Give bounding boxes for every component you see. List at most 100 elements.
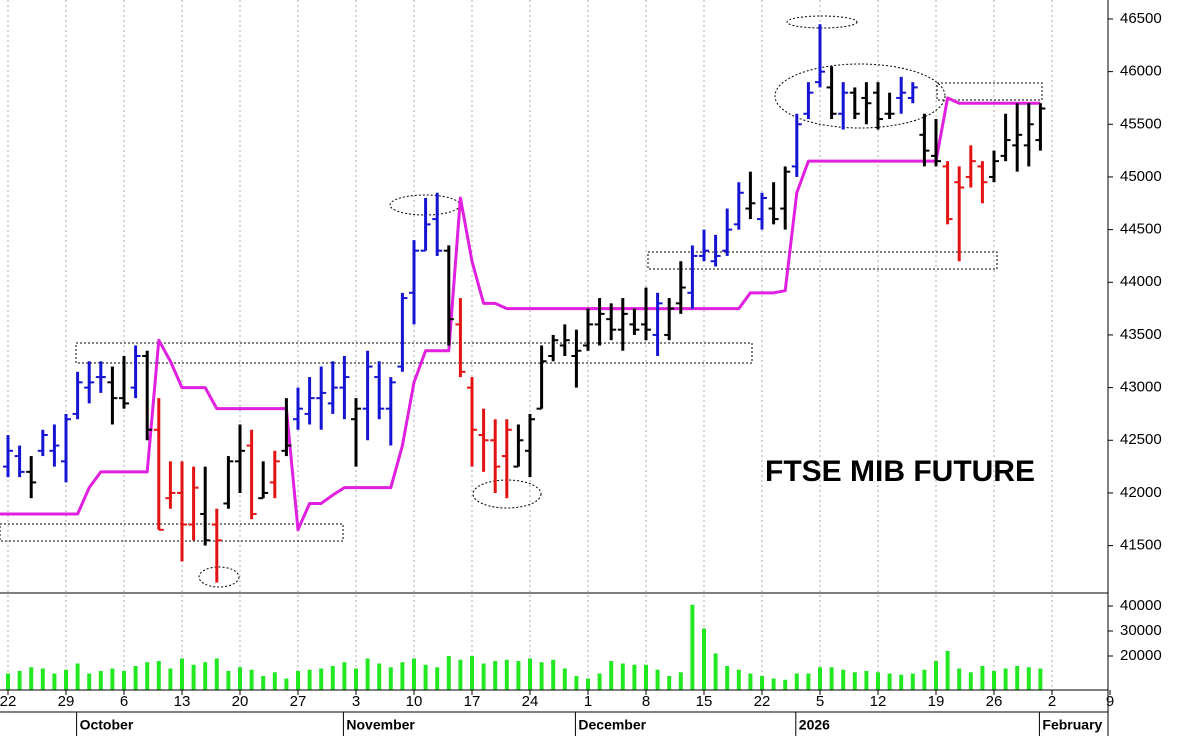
ohlc-bar [246, 429, 257, 520]
volume-bar [667, 676, 672, 690]
volume-bar [365, 658, 370, 690]
volume-bar [725, 666, 730, 690]
ohlc-bar [281, 398, 292, 457]
y-tick-label: 42500 [1120, 431, 1162, 448]
volume-bar [168, 668, 173, 690]
volume-bar [296, 671, 300, 690]
y-tick-label: 41500 [1120, 537, 1162, 554]
ohlc-bar [455, 298, 466, 378]
volume-bar [330, 666, 335, 690]
y-tick-label: 40000 [1120, 597, 1162, 614]
volume-bar [446, 656, 451, 690]
volume-bar [319, 668, 324, 690]
ohlc-bar [780, 166, 791, 230]
ohlc-bar [165, 461, 176, 509]
ohlc-bar [177, 461, 187, 562]
ohlc-bar [884, 92, 895, 120]
volume-bar [945, 651, 950, 690]
volume-bar [64, 669, 68, 690]
y-tick-label: 45000 [1120, 168, 1162, 185]
ohlc-bar [37, 429, 48, 457]
ohlc-bar [235, 424, 245, 493]
ohlc-bar [409, 240, 419, 325]
month-label: October [80, 717, 134, 733]
ohlc-bar [501, 419, 512, 499]
ohlc-bar [385, 377, 396, 446]
ohlc-bar [200, 466, 211, 546]
ohlc-bar [919, 113, 930, 167]
ohlc-bar [791, 113, 802, 177]
ohlc-bar [989, 150, 999, 183]
ohlc-bar [1023, 103, 1034, 167]
volume-bar [6, 673, 10, 690]
x-tick-label: 15 [696, 693, 713, 710]
volume-bar [690, 604, 695, 690]
ohlc-bar [861, 82, 872, 125]
volume-bar [748, 673, 753, 690]
volume-bar [29, 667, 34, 690]
ohlc-bar [606, 303, 617, 341]
volume-bar [829, 667, 834, 690]
ohlc-bar [710, 234, 721, 267]
y-tick-label: 20000 [1120, 647, 1162, 664]
ohlc-bar [664, 298, 675, 341]
volume-bar [354, 668, 358, 690]
ohlc-bar [84, 361, 95, 404]
volume-bar [539, 662, 544, 690]
volume-bar [841, 669, 846, 690]
x-tick-label: 6 [120, 693, 128, 710]
volume-bar [75, 663, 80, 690]
volume-bar [156, 661, 161, 690]
volume-bar [87, 673, 92, 690]
volume-bar [272, 672, 277, 690]
ohlc-bar [617, 298, 628, 351]
volume-bar [1026, 667, 1031, 690]
volume-bar [957, 668, 962, 690]
ohlc-bar [269, 450, 280, 499]
ohlc-bar [629, 308, 640, 335]
month-label: November [346, 717, 415, 733]
volume-bar [586, 678, 590, 690]
volume-bar [214, 658, 219, 690]
ohlc-bar [583, 308, 593, 351]
volume-bar [388, 667, 393, 690]
y-tick-label: 46500 [1120, 10, 1162, 27]
volume-bar [191, 664, 196, 690]
volume-bar [493, 661, 498, 690]
trend-line [0, 96, 1041, 532]
y-tick-label: 44500 [1120, 221, 1162, 238]
ohlc-bar [432, 192, 443, 256]
ohlc-bar [815, 24, 825, 88]
volume-bar [574, 676, 579, 690]
ohlc-bar [931, 119, 941, 167]
ohlc-bar [490, 419, 501, 493]
volume-bar [818, 667, 822, 690]
volume-bar [992, 671, 996, 690]
x-tick-label: 9 [1106, 693, 1114, 710]
x-tick-label: 3 [352, 693, 360, 710]
volume-bar [435, 667, 440, 690]
ohlc-bar [351, 398, 361, 467]
ohlc-bar [803, 82, 814, 120]
volume-bar [203, 662, 208, 690]
ohlc-bar [49, 424, 60, 467]
volume-bar [644, 664, 648, 690]
ohlc-bar [3, 435, 13, 478]
ohlc-bar [443, 245, 454, 346]
ohlc-bar [571, 329, 582, 388]
x-tick-label: 29 [58, 693, 75, 710]
y-tick-label: 44000 [1120, 273, 1162, 290]
ohlc-bar [1012, 103, 1023, 172]
x-tick-label: 8 [642, 693, 650, 710]
volume-bar [238, 667, 242, 690]
ohlc-bar [641, 287, 651, 341]
ohlc-bar [699, 229, 709, 262]
volume-bar [261, 676, 266, 690]
zone-box [647, 251, 998, 270]
ohlc-bar [327, 361, 338, 414]
ohlc-bar [652, 292, 663, 357]
ohlc-bar [14, 445, 25, 478]
ohlc-bar [525, 413, 535, 478]
frame [0, 0, 1109, 736]
